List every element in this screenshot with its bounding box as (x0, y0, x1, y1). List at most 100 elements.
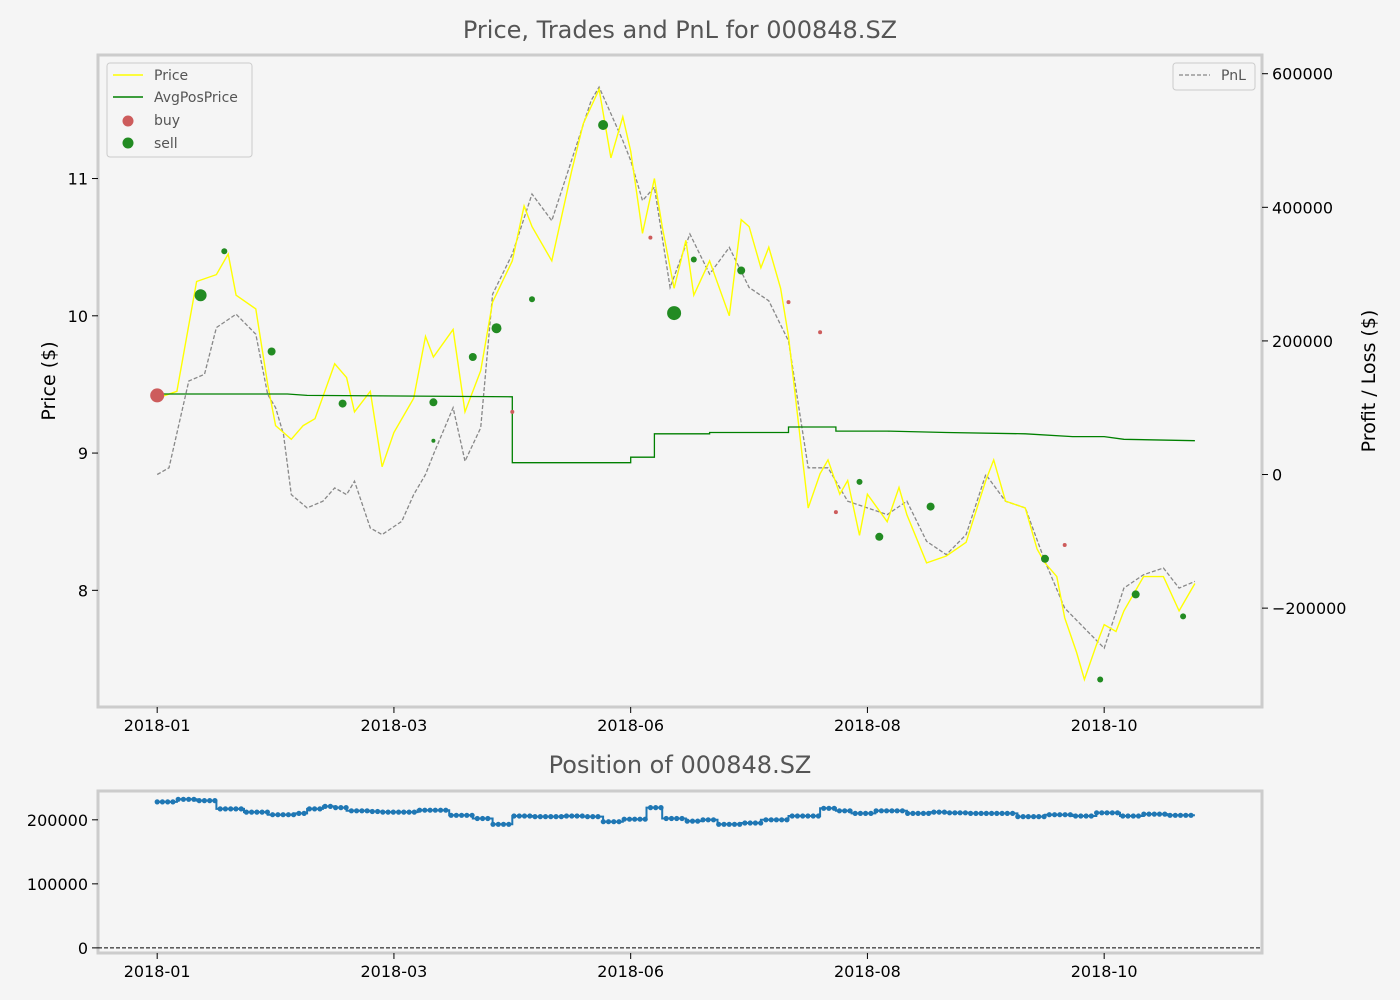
legend-pnl-label: PnL (1221, 68, 1246, 84)
position-point (716, 821, 722, 827)
position-chart-title: Position of 000848.SZ (549, 751, 812, 779)
y-tick-label: 10 (68, 307, 88, 326)
buy-marker (1062, 543, 1067, 547)
legend-price-label: Price (154, 68, 188, 84)
position-point (752, 820, 759, 826)
position-point (527, 813, 533, 819)
position-point (926, 810, 932, 817)
position-point (674, 815, 680, 822)
position-point (563, 813, 570, 819)
legend-buy-swatch (122, 115, 134, 127)
position-point (306, 806, 312, 812)
position-point (1031, 814, 1037, 820)
position-point (700, 817, 706, 823)
position-point (495, 821, 501, 827)
buy-marker (510, 409, 515, 414)
position-point (1125, 813, 1131, 819)
position-point (710, 817, 717, 823)
position-x-tick-label: 2018-08 (834, 962, 901, 981)
position-point (537, 814, 543, 820)
position-point (1167, 812, 1173, 818)
y2-tick-label: 400000 (1272, 198, 1333, 217)
position-point (438, 807, 444, 813)
position-x-tick-label: 2018-06 (597, 962, 664, 981)
position-point (275, 812, 281, 818)
position-point (810, 813, 816, 819)
position-point (836, 808, 843, 814)
position-point (1078, 813, 1084, 819)
position-point (600, 819, 606, 825)
position-point (1036, 814, 1042, 820)
position-point (1162, 811, 1168, 817)
position-point (941, 809, 948, 815)
position-point (285, 812, 291, 818)
position-point (1041, 814, 1047, 820)
position-point (815, 813, 822, 819)
position-point (910, 810, 916, 817)
position-point (375, 808, 381, 815)
position-point (542, 814, 549, 820)
sell-marker (194, 289, 207, 302)
position-point (768, 817, 774, 823)
position-point (490, 821, 496, 827)
y-tick-label: 9 (78, 444, 88, 463)
buy-marker (150, 388, 165, 403)
position-point (500, 821, 507, 827)
position-point (1010, 810, 1016, 817)
legend-buy-label: buy (154, 113, 180, 129)
position-point (180, 796, 186, 802)
legend-right: PnL (1172, 62, 1256, 91)
position-point (1130, 813, 1136, 819)
sell-marker (431, 438, 436, 443)
position-point (731, 821, 738, 827)
position-point (212, 798, 218, 804)
sell-marker (690, 256, 697, 263)
position-point (1151, 811, 1157, 817)
position-point (506, 821, 512, 827)
position-point (973, 810, 979, 817)
position-point (611, 819, 617, 825)
position-point (936, 809, 942, 815)
position-point (826, 805, 832, 811)
buy-marker (833, 510, 838, 515)
y2-tick-label: −200000 (1272, 599, 1346, 618)
buy-marker (786, 300, 791, 305)
position-point (800, 813, 806, 819)
position-point (668, 815, 675, 822)
sell-marker (667, 306, 682, 321)
position-point (243, 809, 249, 815)
pnl-line (156, 85, 1196, 650)
position-point (558, 814, 564, 820)
position-point (165, 799, 171, 805)
y-tick-label: 11 (68, 170, 88, 189)
position-point (705, 817, 711, 823)
avg-pos-price-line (157, 393, 1195, 464)
position-point (626, 816, 633, 822)
position-point (317, 806, 323, 812)
position-point (569, 813, 575, 819)
position-point (689, 818, 696, 824)
position-point (1172, 812, 1178, 818)
position-point (726, 821, 732, 827)
position-point (878, 808, 885, 814)
position-point (385, 809, 391, 815)
position-point (947, 810, 953, 816)
position-point (548, 814, 554, 820)
plot-frame (96, 53, 1264, 709)
position-point (899, 808, 906, 814)
position-point (369, 808, 375, 815)
position-point (553, 814, 559, 820)
position-point (857, 810, 864, 817)
x-tick-label: 2018-08 (834, 716, 901, 735)
position-point (170, 799, 176, 805)
position-point (663, 815, 669, 822)
position-point (322, 803, 328, 810)
position-point (957, 810, 963, 816)
position-point (159, 799, 165, 805)
position-point (354, 808, 360, 814)
position-point (474, 815, 480, 822)
position-point (831, 805, 837, 811)
position-point (280, 812, 286, 818)
sell-marker (1180, 613, 1187, 620)
